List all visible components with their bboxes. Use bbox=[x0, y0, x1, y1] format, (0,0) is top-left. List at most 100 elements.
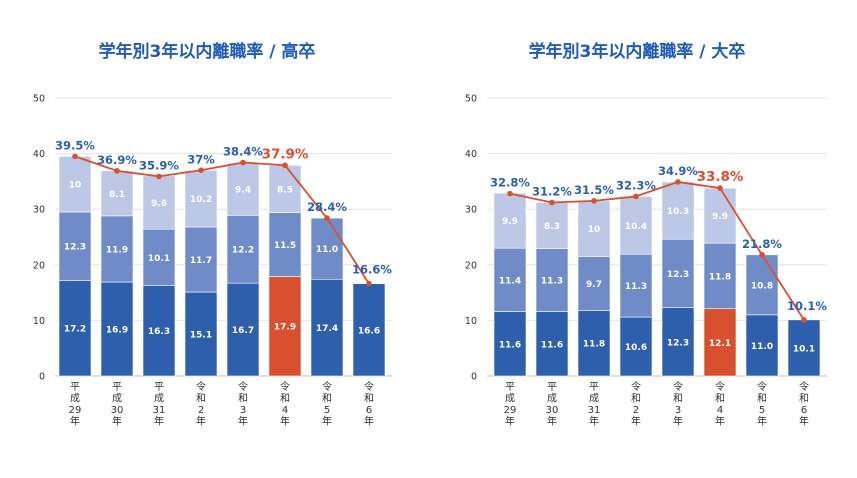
x-tick-label: 成 bbox=[70, 393, 80, 405]
x-tick-label: 和 bbox=[322, 393, 332, 405]
x-tick-label: 平 bbox=[547, 382, 557, 393]
rate-line bbox=[509, 181, 805, 321]
bar-segment bbox=[58, 280, 92, 377]
rate-label: 21.8% bbox=[742, 237, 782, 251]
x-tick-label: 和 bbox=[631, 393, 641, 405]
bar-segment bbox=[493, 311, 527, 377]
segment-label: 11.0 bbox=[751, 342, 773, 352]
rate-point bbox=[240, 159, 246, 166]
x-tick-label: 和 bbox=[196, 393, 206, 405]
bar-segment bbox=[268, 164, 302, 213]
x-tick-label: 成 bbox=[547, 393, 557, 405]
segment-label: 11.5 bbox=[274, 241, 296, 251]
rate-label: 39.5% bbox=[55, 138, 95, 152]
rate-label: 16.6% bbox=[352, 263, 392, 277]
bar-segment bbox=[100, 170, 134, 217]
x-tick-label: 6 bbox=[366, 405, 372, 416]
chart-2: 学年別3年以内離職率 / 大卒0102030405011.611.49.9平成2… bbox=[465, 41, 828, 428]
x-tick-label: 6 bbox=[801, 405, 807, 416]
bar-segment bbox=[493, 247, 527, 312]
rate-label: 34.9% bbox=[658, 164, 698, 178]
x-tick-label: 年 bbox=[322, 415, 332, 428]
rate-point bbox=[72, 153, 78, 160]
rate-label: 31.5% bbox=[574, 183, 614, 197]
x-tick-label: 年 bbox=[280, 415, 290, 428]
x-tick-label: 平 bbox=[589, 382, 599, 393]
x-tick-label: 和 bbox=[364, 393, 374, 405]
rate-point bbox=[114, 168, 120, 174]
x-tick-label: 平 bbox=[112, 382, 122, 393]
segment-label: 11.6 bbox=[499, 340, 521, 350]
x-tick-label: 令 bbox=[799, 380, 809, 393]
x-tick-label: 年 bbox=[715, 415, 725, 428]
x-tick-label: 年 bbox=[112, 415, 122, 428]
bar-segment bbox=[226, 215, 260, 284]
segment-label: 10.8 bbox=[751, 281, 773, 291]
x-tick-label: 令 bbox=[364, 380, 374, 393]
segment-label: 12.2 bbox=[232, 246, 254, 256]
rate-label: 31.2% bbox=[532, 185, 572, 199]
x-tick-label: 2 bbox=[198, 405, 204, 416]
rate-point bbox=[717, 185, 723, 191]
bar-segment bbox=[58, 156, 92, 213]
y-tick-label: 50 bbox=[465, 94, 477, 105]
bar-segment bbox=[226, 282, 260, 377]
y-tick-label: 10 bbox=[465, 316, 477, 327]
x-tick-label: 29 bbox=[69, 405, 82, 416]
rate-point bbox=[324, 215, 330, 221]
bar-segment bbox=[310, 278, 344, 377]
bar-segment bbox=[142, 175, 176, 230]
bar-segment bbox=[268, 276, 302, 377]
segment-label: 11.4 bbox=[499, 276, 521, 286]
x-tick-label: 和 bbox=[757, 393, 767, 405]
x-tick-label: 令 bbox=[673, 380, 683, 393]
rate-label: 33.8% bbox=[697, 169, 744, 185]
segment-label: 12.3 bbox=[667, 338, 689, 348]
x-tick-label: 令 bbox=[280, 380, 290, 393]
segment-label: 9.4 bbox=[235, 186, 251, 196]
segment-label: 11.3 bbox=[541, 277, 563, 287]
rate-label: 32.3% bbox=[616, 178, 656, 192]
segment-label: 17.4 bbox=[316, 324, 338, 334]
segment-label: 10.3 bbox=[667, 207, 689, 217]
x-tick-label: 平 bbox=[154, 382, 164, 393]
bar-segment bbox=[142, 228, 176, 286]
rate-point bbox=[198, 167, 204, 174]
y-tick-label: 0 bbox=[39, 372, 45, 383]
x-tick-label: 和 bbox=[280, 393, 290, 405]
segment-label: 10 bbox=[69, 181, 82, 191]
segment-label: 9.7 bbox=[586, 280, 602, 290]
rate-point bbox=[549, 199, 555, 206]
rate-line bbox=[74, 155, 370, 285]
x-tick-label: 年 bbox=[364, 415, 374, 428]
x-tick-label: 3 bbox=[240, 405, 246, 416]
bar-segment bbox=[184, 291, 218, 377]
rate-point bbox=[591, 198, 597, 204]
segment-label: 16.3 bbox=[148, 327, 170, 337]
segment-label: 11.8 bbox=[709, 272, 731, 282]
x-tick-label: 5 bbox=[324, 405, 330, 416]
x-tick-label: 和 bbox=[715, 393, 725, 405]
segment-label: 9.9 bbox=[502, 217, 518, 227]
segment-label: 10.6 bbox=[625, 343, 647, 353]
chart-1: 学年別3年以内離職率 / 高卒0102030405017.212.310平成29… bbox=[33, 41, 393, 428]
x-tick-label: 成 bbox=[154, 393, 164, 405]
x-tick-label: 令 bbox=[196, 380, 206, 393]
segment-label: 10.4 bbox=[625, 222, 647, 232]
y-tick-label: 30 bbox=[33, 205, 45, 216]
x-tick-label: 年 bbox=[757, 415, 767, 428]
x-tick-label: 平 bbox=[505, 382, 515, 393]
bar-segment bbox=[184, 226, 218, 293]
x-tick-label: 和 bbox=[238, 393, 248, 405]
bar-segment bbox=[535, 248, 569, 312]
rate-point bbox=[282, 162, 288, 169]
rate-label: 38.4% bbox=[223, 144, 263, 158]
segment-label: 8.1 bbox=[109, 190, 125, 200]
x-tick-label: 31 bbox=[153, 405, 166, 416]
rate-label: 32.8% bbox=[490, 176, 530, 190]
segment-label: 10.1 bbox=[148, 254, 170, 264]
segment-label: 15.1 bbox=[190, 331, 212, 341]
x-tick-label: 年 bbox=[154, 415, 164, 428]
segment-label: 10.2 bbox=[190, 195, 212, 205]
